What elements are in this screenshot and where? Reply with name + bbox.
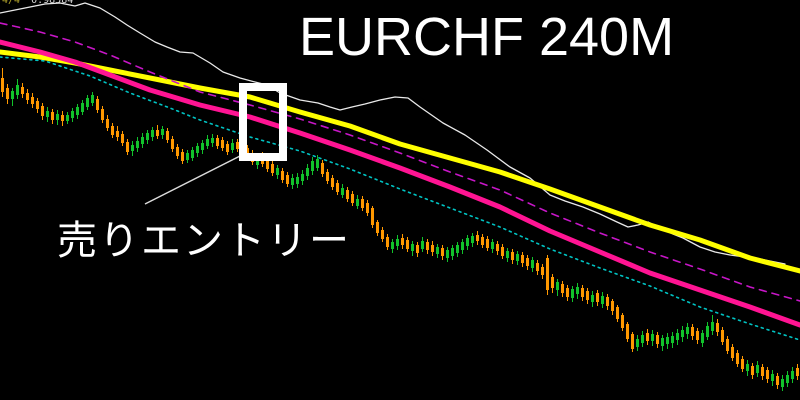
price-label: 0.98584 xyxy=(31,0,74,6)
moving-average-lines xyxy=(0,2,800,341)
entry-highlight-box xyxy=(239,83,287,161)
pink-ma xyxy=(0,39,800,328)
annotation-pointer-line xyxy=(144,155,241,205)
bar-count-label: 4/4 xyxy=(2,0,21,6)
yellow-ma xyxy=(0,49,800,274)
candlestick-series xyxy=(1,68,799,391)
sell-entry-label: 売りエントリー xyxy=(57,219,351,263)
cyan-dotted-ma xyxy=(0,56,800,341)
magenta-dashed-ma xyxy=(0,22,800,302)
chart-title: EURCHF 240M xyxy=(299,7,675,67)
chart-info-label: 4/4 0.98584 xyxy=(2,0,73,6)
